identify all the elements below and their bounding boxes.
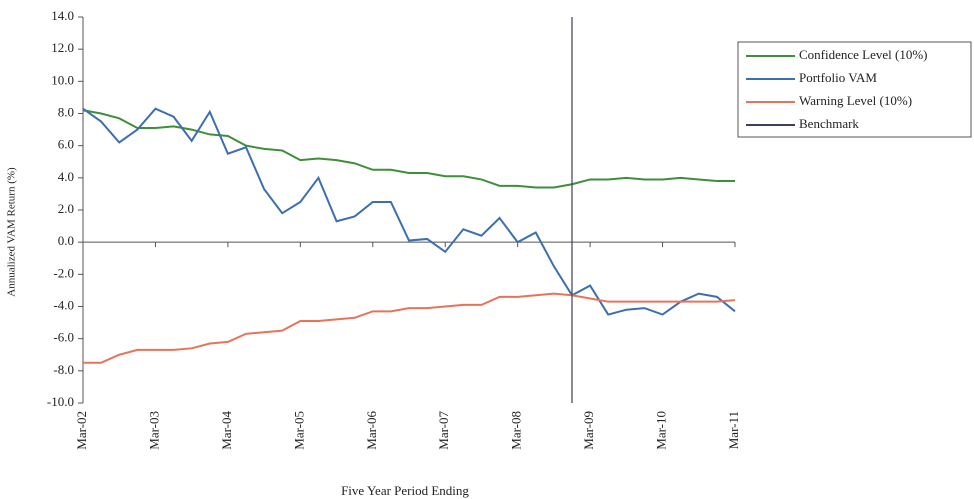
series-line (82, 107, 736, 316)
y-tick-label: 6.0 (58, 137, 74, 152)
x-tick-label: Mar-07 (436, 411, 451, 450)
y-axis-label: Annualized VAM Return (%) (6, 167, 18, 297)
y-tick-label: -4.0 (53, 297, 74, 312)
legend-box (737, 41, 972, 138)
y-tick-label: 14.0 (51, 8, 74, 23)
series-line (83, 292, 736, 364)
legend-label: Portfolio VAM (799, 70, 877, 85)
x-tick-label: Mar-08 (509, 411, 524, 450)
y-tick-label: -6.0 (53, 330, 74, 345)
x-tick-label: Mar-09 (581, 411, 596, 450)
y-tick-label: 0.0 (58, 233, 74, 248)
x-tick-label: Mar-02 (74, 411, 89, 450)
x-tick-label: Mar-11 (726, 411, 741, 449)
legend-label: Benchmark (799, 116, 859, 131)
x-tick-label: Mar-05 (291, 411, 306, 450)
y-tick-label: -2.0 (53, 265, 74, 280)
y-tick-label: 4.0 (58, 169, 74, 184)
y-tick-label: -10.0 (47, 394, 74, 409)
legend-label: Confidence Level (10%) (799, 47, 928, 62)
x-tick-label: Mar-06 (364, 411, 379, 450)
y-tick-label: 2.0 (58, 201, 74, 216)
x-tick-label: Mar-04 (219, 411, 234, 450)
x-tick-label: Mar-10 (654, 411, 669, 450)
y-tick-label: 10.0 (51, 72, 74, 87)
series-line (82, 109, 735, 189)
y-tick-label: -8.0 (53, 362, 74, 377)
x-axis-label: Five Year Period Ending (341, 483, 469, 498)
legend-label: Warning Level (10%) (799, 93, 912, 108)
y-tick-label: 8.0 (58, 104, 74, 119)
y-tick-label: 12.0 (51, 40, 74, 55)
x-tick-label: Mar-03 (146, 411, 161, 450)
